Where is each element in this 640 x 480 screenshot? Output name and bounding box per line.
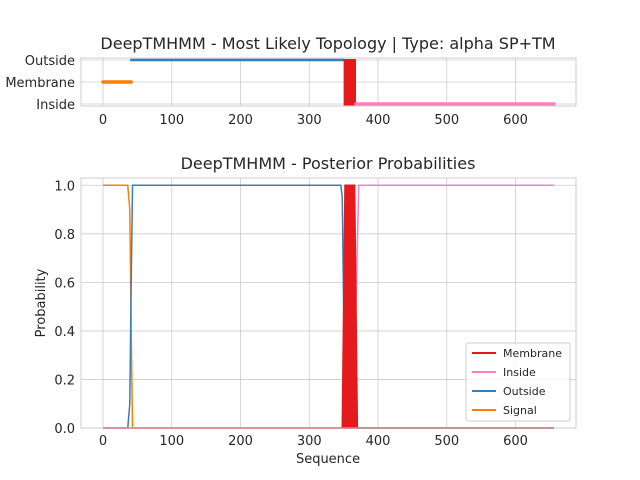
topology-plot-frame <box>80 57 577 107</box>
posterior-x-tick-label: 100 <box>159 434 184 449</box>
topology-chart-title: DeepTMHMM - Most Likely Topology | Type:… <box>100 34 555 53</box>
legend-label-signal: Signal <box>503 404 537 417</box>
posterior-y-tick-label: 0.6 <box>54 276 75 291</box>
legend-label-membrane: Membrane <box>503 347 562 360</box>
posterior-y-axis-label: Probability <box>34 268 49 337</box>
topology-gridlines <box>81 58 576 106</box>
legend-box <box>465 342 571 422</box>
topology-chart: DeepTMHMM - Most Likely Topology | Type:… <box>5 34 577 128</box>
posterior-x-tick-label: 300 <box>297 434 322 449</box>
topology-segments <box>101 58 556 106</box>
topology-y-tick-label: Inside <box>36 98 75 113</box>
posterior-y-ticks: 0.0 0.2 0.4 0.6 0.8 1.0 <box>54 179 75 437</box>
posterior-x-tick-label: 500 <box>434 434 459 449</box>
posterior-x-tick-label: 200 <box>228 434 253 449</box>
posterior-y-tick-label: 0.4 <box>54 325 75 340</box>
posterior-y-tick-label: 0.0 <box>54 422 75 437</box>
posterior-x-tick-label: 400 <box>366 434 391 449</box>
legend-label-outside: Outside <box>503 385 546 398</box>
posterior-chart: DeepTMHMM - Posterior Probabilities 0 100… <box>34 154 577 467</box>
topology-y-ticks: Inside Membrane Outside <box>5 54 75 113</box>
topology-x-tick-label: 500 <box>434 113 459 128</box>
posterior-chart-title: DeepTMHMM - Posterior Probabilities <box>181 154 476 173</box>
legend-label-inside: Inside <box>503 366 536 379</box>
posterior-y-tick-label: 0.2 <box>54 373 75 388</box>
topology-x-tick-label: 600 <box>503 113 528 128</box>
topology-y-tick-label: Membrane <box>5 76 75 91</box>
posterior-plot-frame <box>80 177 577 429</box>
posterior-x-ticks: 0 100 200 300 400 500 600 <box>99 434 528 449</box>
topology-x-tick-label: 200 <box>228 113 253 128</box>
posterior-y-tick-label: 1.0 <box>54 179 75 194</box>
topology-x-ticks: 0 100 200 300 400 500 600 <box>99 113 528 128</box>
posterior-x-tick-label: 0 <box>99 434 107 449</box>
topology-x-tick-label: 400 <box>366 113 391 128</box>
topology-y-tick-label: Outside <box>25 54 75 69</box>
posterior-y-tick-label: 0.8 <box>54 228 75 243</box>
posterior-legend: Membrane Inside Outside Signal <box>465 342 571 422</box>
topology-segment-membrane <box>343 59 356 106</box>
posterior-x-tick-label: 600 <box>503 434 528 449</box>
topology-x-tick-label: 100 <box>159 113 184 128</box>
posterior-x-axis-label: Sequence <box>296 452 360 467</box>
topology-x-tick-label: 0 <box>99 113 107 128</box>
topology-x-tick-label: 300 <box>297 113 322 128</box>
